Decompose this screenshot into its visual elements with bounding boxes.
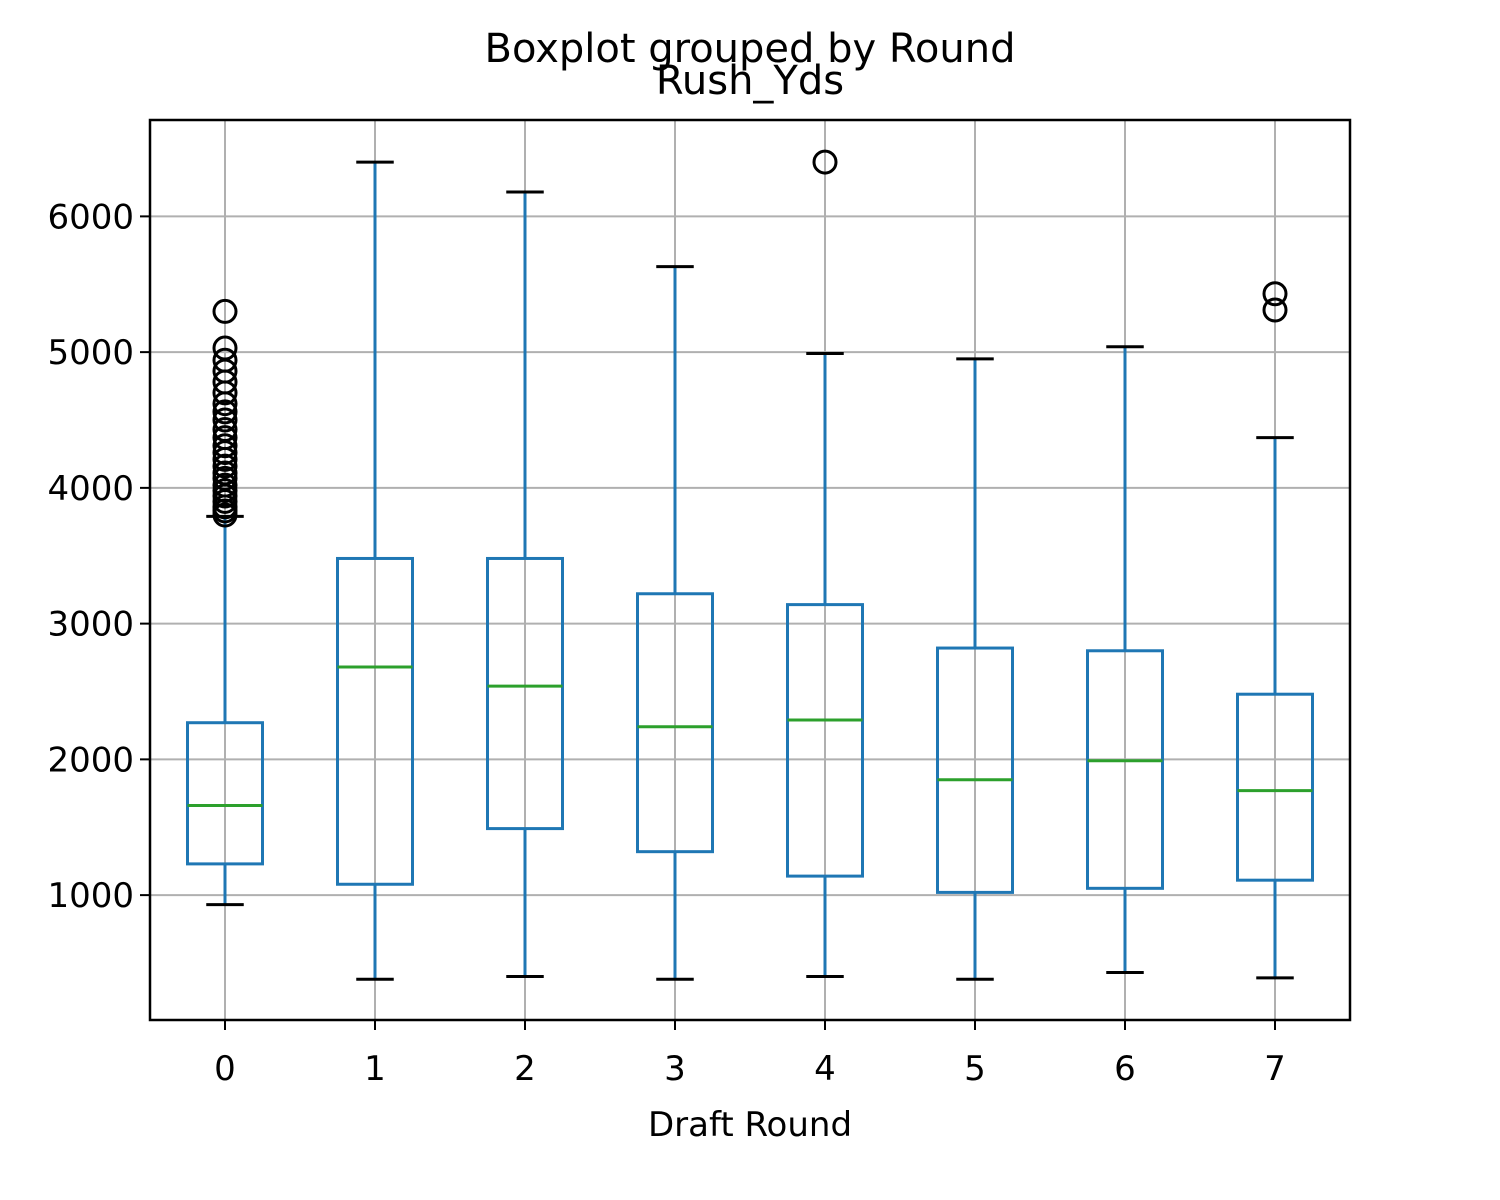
y-axis: 1000 2000 3000 4000 5000 6000 bbox=[47, 197, 150, 916]
y-tick-label: 2000 bbox=[47, 740, 134, 780]
outlier-point bbox=[212, 433, 238, 459]
outlier-point bbox=[212, 407, 238, 433]
x-tick-label: 7 bbox=[1264, 1049, 1286, 1089]
outlier-point bbox=[812, 149, 838, 175]
outlier-point bbox=[212, 298, 238, 324]
iqr-box bbox=[336, 556, 414, 886]
outlier-point bbox=[212, 460, 238, 486]
x-tick-label: 6 bbox=[1114, 1049, 1136, 1089]
y-tick-label: 5000 bbox=[47, 333, 134, 373]
box-group-round-5 bbox=[936, 357, 1014, 981]
x-axis: 0 1 2 3 4 5 6 7 bbox=[214, 1020, 1286, 1089]
chart-suptitle: Boxplot grouped by Round bbox=[485, 26, 1016, 72]
iqr-box bbox=[1236, 692, 1314, 882]
x-tick-label: 1 bbox=[364, 1049, 386, 1089]
plot-frame bbox=[148, 118, 1352, 1022]
iqr-box bbox=[1086, 649, 1164, 890]
outlier-point bbox=[212, 417, 238, 443]
outlier-point bbox=[212, 335, 238, 361]
box-group-round-1 bbox=[336, 160, 414, 981]
iqr-box bbox=[786, 603, 864, 878]
x-tick-label: 3 bbox=[664, 1049, 686, 1089]
x-tick-label: 2 bbox=[514, 1049, 536, 1089]
iqr-box bbox=[186, 721, 264, 866]
y-tick-label: 4000 bbox=[47, 469, 134, 509]
iqr-box bbox=[936, 646, 1014, 894]
box-group-round-3 bbox=[636, 265, 714, 981]
x-axis-label: Draft Round bbox=[648, 1105, 852, 1145]
outlier-point bbox=[212, 399, 238, 425]
outlier-point bbox=[212, 425, 238, 451]
x-tick-label: 5 bbox=[964, 1049, 986, 1089]
iqr-box bbox=[636, 592, 714, 854]
outlier-point bbox=[212, 472, 238, 498]
iqr-box bbox=[486, 556, 564, 831]
x-tick-label: 0 bbox=[214, 1049, 236, 1089]
box-group-round-0 bbox=[186, 298, 264, 907]
gridlines bbox=[150, 120, 1350, 1020]
outlier-point bbox=[212, 453, 238, 479]
y-tick-label: 1000 bbox=[47, 876, 134, 916]
y-tick-label: 6000 bbox=[47, 197, 134, 237]
box-marks bbox=[186, 149, 1314, 981]
outlier-point bbox=[1262, 281, 1288, 307]
outlier-point bbox=[212, 347, 238, 373]
box-group-round-7 bbox=[1236, 281, 1314, 980]
y-tick-label: 3000 bbox=[47, 605, 134, 645]
outlier-point bbox=[1262, 297, 1288, 323]
box-group-round-2 bbox=[486, 190, 564, 979]
box-group-round-4 bbox=[786, 149, 864, 979]
chart-title: Rush_Yds bbox=[656, 58, 844, 104]
box-group-round-6 bbox=[1086, 345, 1164, 974]
x-tick-label: 4 bbox=[814, 1049, 836, 1089]
